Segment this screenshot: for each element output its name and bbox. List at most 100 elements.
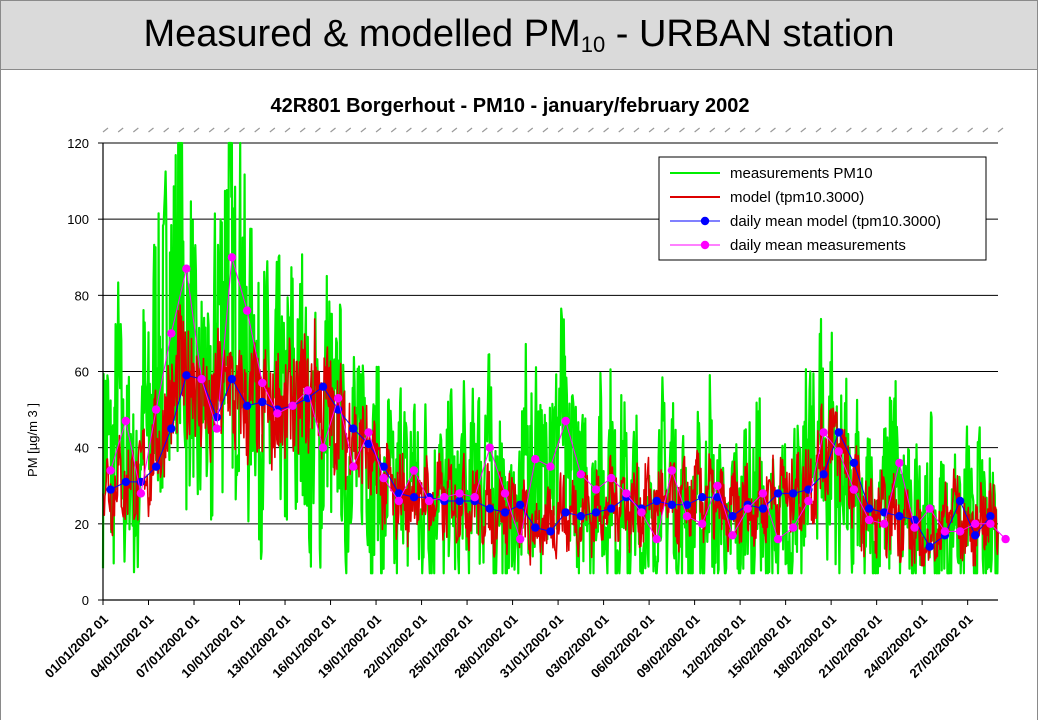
- daily-mean-measurements-point: [212, 424, 221, 433]
- hour-label-mark: [845, 127, 852, 133]
- daily-mean-measurements-point: [333, 394, 343, 403]
- hour-label-mark: [223, 127, 230, 133]
- daily-mean-measurements-point: [637, 508, 646, 517]
- daily-mean-measurements-point: [242, 306, 252, 315]
- daily-mean-model-point: [242, 401, 252, 410]
- daily-mean-model-point: [971, 531, 980, 540]
- daily-mean-measurements-point: [303, 386, 312, 395]
- hour-label-mark: [148, 127, 154, 133]
- hour-label-mark: [967, 127, 974, 133]
- daily-mean-measurements-point: [288, 401, 297, 410]
- daily-mean-model-point: [758, 504, 768, 513]
- daily-mean-model-point: [955, 496, 965, 506]
- daily-mean-measurements-point: [379, 473, 388, 483]
- daily-mean-measurements-point: [227, 253, 237, 262]
- daily-mean-model-point: [227, 374, 237, 384]
- daily-mean-measurements-point: [713, 481, 722, 490]
- daily-mean-measurements-point: [682, 512, 692, 521]
- daily-mean-model-point: [834, 428, 843, 437]
- legend-box: [658, 156, 987, 261]
- daily-mean-measurements-point: [607, 473, 616, 483]
- daily-mean-measurements-point: [258, 378, 267, 388]
- y-tick-label: 120: [67, 136, 89, 151]
- hour-label-mark: [618, 127, 625, 133]
- hour-label-mark: [284, 127, 291, 133]
- hour-label-mark: [588, 127, 594, 133]
- hour-label-mark: [724, 127, 731, 133]
- hour-label-mark: [648, 127, 655, 133]
- daily-mean-model-point: [849, 458, 859, 468]
- hour-label-mark: [572, 127, 579, 133]
- legend: measurements PM10 model (tpm10.3000) daily…: [658, 156, 987, 261]
- y-tick-label: 0: [82, 593, 89, 608]
- hour-label-mark: [390, 127, 397, 133]
- hour-label-mark: [269, 127, 276, 133]
- daily-mean-model-point: [379, 462, 388, 471]
- hour-label-mark: [375, 127, 382, 133]
- hour-label-mark: [997, 127, 1004, 133]
- daily-mean-measurements-point: [1001, 534, 1010, 544]
- hour-label-mark: [163, 127, 170, 133]
- daily-mean-model-point: [986, 512, 995, 521]
- daily-mean-model-point: [409, 493, 419, 502]
- legend-label: daily mean model (tpm10.3000): [730, 213, 941, 230]
- daily-mean-measurements-point: [728, 531, 737, 540]
- daily-mean-measurements-point: [500, 489, 510, 498]
- daily-mean-model-point: [500, 508, 510, 517]
- daily-mean-measurements-point: [819, 428, 828, 437]
- daily-mean-measurements-point: [197, 374, 206, 384]
- daily-mean-model-point: [121, 477, 130, 487]
- daily-mean-model-point: [516, 500, 525, 509]
- daily-mean-measurements-point: [409, 466, 419, 475]
- hour-label-mark: [557, 127, 564, 133]
- y-tick-label: 80: [75, 288, 89, 303]
- daily-mean-measurements-point: [151, 405, 161, 414]
- daily-mean-measurements-point: [955, 527, 965, 536]
- daily-mean-model-point: [773, 489, 783, 498]
- hour-label-mark: [345, 127, 352, 133]
- daily-mean-model-point: [455, 496, 464, 506]
- daily-mean-measurements-point: [834, 447, 843, 456]
- daily-mean-measurements-point: [121, 416, 130, 426]
- daily-mean-measurements-point: [864, 515, 874, 525]
- y-tick-label: 100: [67, 212, 89, 227]
- daily-mean-measurements-point: [622, 489, 631, 498]
- hour-label-mark: [330, 127, 336, 133]
- daily-mean-measurements-point: [849, 485, 859, 494]
- hour-label-mark: [208, 127, 215, 133]
- daily-mean-measurements-point: [576, 470, 585, 479]
- daily-mean-measurements-point: [273, 409, 282, 418]
- hour-label-mark: [178, 127, 185, 133]
- legend-label: measurements PM10: [730, 165, 873, 182]
- hour-label-mark: [117, 127, 124, 133]
- hour-label-mark: [132, 127, 139, 133]
- daily-mean-model-point: [394, 489, 403, 498]
- axes: [102, 143, 998, 601]
- daily-mean-measurements-line: [110, 257, 1006, 542]
- slide-title-subscript: 10: [580, 32, 606, 57]
- daily-mean-measurements-point: [758, 489, 768, 498]
- daily-mean-model-point: [789, 489, 798, 498]
- hour-label-mark: [497, 127, 503, 133]
- hour-label-mark: [254, 127, 261, 133]
- legend-label: daily mean measurements: [730, 237, 906, 254]
- daily-mean-measurements-point: [925, 504, 934, 513]
- daily-mean-measurements-point: [470, 493, 479, 502]
- daily-mean-measurements-point: [349, 462, 358, 471]
- hour-label-mark: [815, 127, 822, 133]
- hour-label-mark: [239, 127, 245, 133]
- hour-label-mark: [527, 127, 534, 133]
- daily-mean-model-point: [212, 413, 221, 422]
- daily-mean-model-point: [349, 424, 358, 433]
- daily-mean-model-point: [546, 527, 555, 536]
- slide-header: Measured & modelled PM10 - URBAN station: [0, 0, 1038, 70]
- chart-title: 42R801 Borgerhout - PM10 - january/febru…: [270, 95, 749, 117]
- hour-label-mark: [921, 127, 928, 133]
- daily-mean-model-point: [607, 504, 616, 513]
- hour-label-mark: [481, 127, 488, 133]
- daily-mean-model-point: [925, 542, 934, 551]
- daily-mean-model-point: [318, 382, 328, 391]
- daily-mean-measurements-point: [561, 416, 570, 426]
- daily-mean-measurements-point: [698, 519, 707, 528]
- hour-label-mark: [663, 127, 670, 133]
